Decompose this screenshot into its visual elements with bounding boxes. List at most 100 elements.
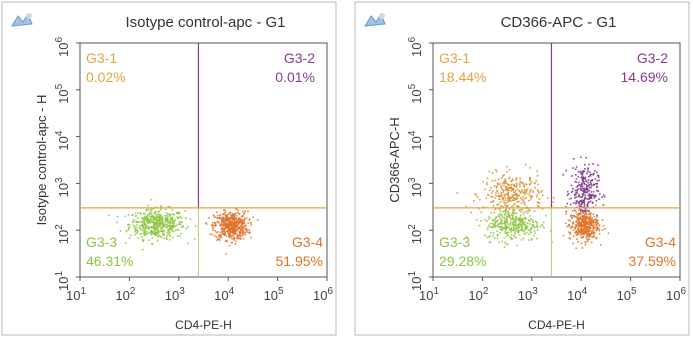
event-point — [152, 227, 155, 230]
event-point — [159, 217, 162, 219]
event-point — [589, 220, 592, 222]
event-point — [228, 233, 230, 235]
event-point — [153, 230, 155, 232]
event-point — [159, 235, 161, 238]
event-point — [145, 215, 148, 218]
event-point — [476, 218, 478, 221]
event-point — [574, 228, 577, 230]
quadrant-percent: 0.01% — [275, 69, 315, 85]
event-point — [220, 236, 222, 238]
event-point — [233, 232, 235, 235]
event-point — [523, 185, 525, 188]
event-point — [232, 226, 234, 229]
event-point — [579, 171, 581, 173]
event-point — [505, 215, 508, 218]
event-point — [572, 215, 574, 217]
event-point — [494, 226, 497, 228]
event-point — [506, 235, 508, 237]
event-point — [243, 213, 245, 215]
event-point — [250, 224, 252, 226]
event-point — [508, 229, 511, 231]
event-point — [588, 229, 590, 232]
event-point — [536, 194, 538, 196]
event-point — [149, 222, 152, 224]
event-point — [515, 198, 518, 201]
event-point — [598, 193, 601, 195]
event-point — [157, 232, 159, 234]
event-point — [502, 222, 504, 224]
event-point — [571, 226, 574, 228]
event-point — [146, 221, 148, 223]
event-point — [185, 217, 187, 219]
event-point — [506, 189, 508, 192]
event-point — [586, 185, 588, 188]
event-point — [572, 221, 574, 223]
event-point — [577, 233, 579, 235]
event-point — [171, 228, 173, 230]
event-point — [221, 224, 224, 226]
event-point — [503, 185, 505, 187]
event-point — [521, 228, 524, 230]
event-point — [158, 215, 160, 218]
event-point — [169, 234, 171, 236]
event-point — [504, 204, 506, 206]
event-point — [526, 231, 528, 234]
event-point — [489, 222, 492, 225]
event-point — [590, 194, 592, 196]
event-point — [530, 231, 532, 233]
event-point — [568, 231, 570, 234]
event-point — [504, 209, 507, 211]
event-point — [509, 236, 511, 239]
event-point — [238, 213, 241, 215]
event-point — [585, 220, 587, 223]
event-point — [488, 189, 491, 191]
event-point — [156, 221, 158, 223]
event-point — [538, 202, 541, 204]
event-point — [142, 220, 145, 222]
event-point — [507, 195, 510, 197]
event-point — [515, 177, 518, 179]
event-point — [597, 219, 600, 222]
event-point — [164, 217, 167, 220]
quadrant-name: G3-1 — [86, 50, 117, 66]
event-point — [119, 230, 122, 232]
event-point — [250, 236, 252, 239]
event-point — [176, 229, 178, 231]
event-point — [585, 215, 588, 217]
event-point — [222, 213, 224, 216]
event-point — [503, 226, 506, 229]
event-point — [584, 191, 586, 193]
event-point — [228, 212, 231, 215]
event-point — [514, 231, 516, 233]
event-point — [160, 205, 163, 207]
event-point — [505, 208, 507, 210]
event-point — [525, 210, 527, 213]
event-point — [526, 212, 529, 215]
event-point — [588, 189, 590, 192]
event-point — [246, 231, 248, 233]
event-point — [517, 223, 520, 226]
event-point — [588, 185, 590, 187]
event-point — [490, 192, 493, 194]
event-point — [127, 224, 129, 226]
event-point — [587, 209, 589, 212]
event-point — [234, 222, 237, 225]
event-point — [229, 233, 232, 236]
event-point — [526, 188, 529, 191]
event-point — [545, 214, 547, 217]
event-point — [520, 209, 522, 211]
event-point — [492, 190, 494, 192]
event-point — [530, 196, 532, 199]
event-point — [593, 224, 596, 226]
event-point — [522, 183, 525, 186]
event-point — [565, 169, 567, 172]
event-point — [489, 235, 492, 237]
event-point — [532, 191, 534, 194]
event-point — [230, 215, 232, 217]
event-point — [515, 217, 518, 219]
event-point — [583, 205, 585, 208]
event-point — [521, 226, 523, 229]
event-point — [154, 211, 157, 213]
event-point — [588, 201, 590, 203]
event-point — [238, 231, 241, 234]
